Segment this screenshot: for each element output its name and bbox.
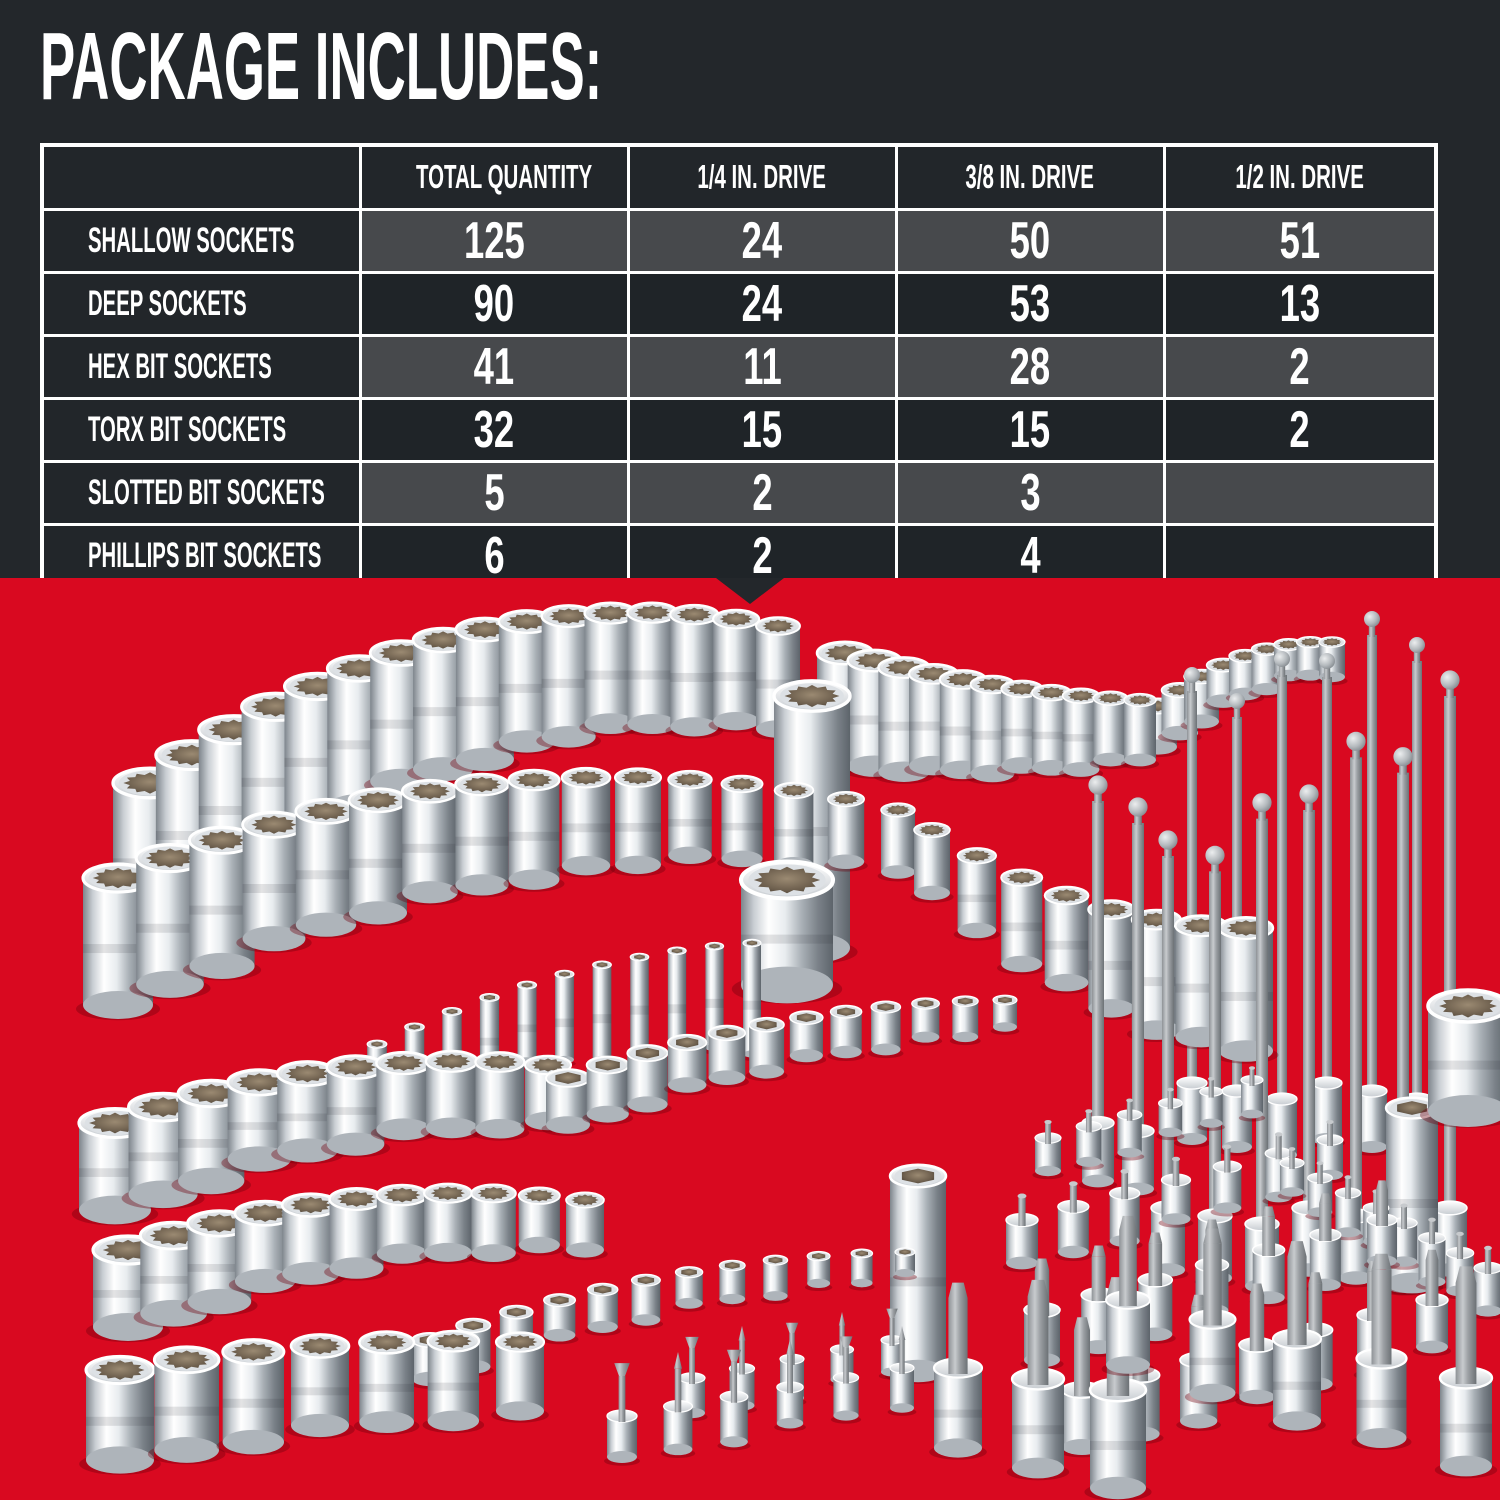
cell-value: 53 <box>1009 274 1051 333</box>
table-row-deep-sockets: DEEP SOCKETS 90 24 53 13 <box>40 270 1438 337</box>
row-label-cell: DEEP SOCKETS <box>40 270 362 337</box>
bit-socket-row <box>604 1325 917 1466</box>
cell-total: 125 <box>358 207 630 274</box>
row-label: SLOTTED BIT SOCKETS <box>88 472 325 512</box>
cell-half: 51 <box>1162 207 1438 274</box>
cell-value: 28 <box>1009 337 1051 396</box>
cell-half: 2 <box>1162 333 1438 400</box>
header-panel: PACKAGE INCLUDES: TOTAL QUANTITY 1/4 IN.… <box>0 0 1500 590</box>
row-label: PHILLIPS BIT SOCKETS <box>88 535 322 575</box>
row-label-cell: SLOTTED BIT SOCKETS <box>40 459 362 526</box>
socket-row <box>541 994 1020 1137</box>
cell-three-eighths: 15 <box>894 396 1166 463</box>
cell-value: 6 <box>483 526 505 585</box>
socket-row <box>811 640 1160 785</box>
col-header-total-quantity: TOTAL QUANTITY <box>358 143 630 211</box>
table-row-torx-bit-sockets: TORX BIT SOCKETS 32 15 15 2 <box>40 396 1438 463</box>
cell-value: 50 <box>1009 211 1051 270</box>
cell-half <box>1162 522 1438 589</box>
corner-cell <box>40 143 362 211</box>
cell-value: 5 <box>483 463 505 522</box>
socket-row <box>76 766 919 1021</box>
cell-value: 11 <box>742 337 782 396</box>
socket-row <box>79 1329 549 1475</box>
bit-socket-row <box>1032 1066 1266 1180</box>
table-row-slotted-bit-sockets: SLOTTED BIT SOCKETS 5 2 3 <box>40 459 1438 526</box>
cell-three-eighths: 28 <box>894 333 1166 400</box>
cell-three-eighths: 53 <box>894 270 1166 337</box>
col-header-label: 3/8 IN. DRIVE <box>965 158 1095 196</box>
package-table: TOTAL QUANTITY 1/4 IN. DRIVE 3/8 IN. DRI… <box>40 143 1438 590</box>
socket <box>1420 988 1500 1128</box>
socket-set-photo <box>71 601 1500 1500</box>
row-label: DEEP SOCKETS <box>88 283 247 323</box>
col-header-quarter-drive: 1/4 IN. DRIVE <box>626 143 898 211</box>
cell-three-eighths: 3 <box>894 459 1166 526</box>
cell-total: 41 <box>358 333 630 400</box>
row-label-cell: TORX BIT SOCKETS <box>40 396 362 463</box>
table-row-hex-bit-sockets: HEX BIT SOCKETS 41 11 28 2 <box>40 333 1438 400</box>
table-header-row: TOTAL QUANTITY 1/4 IN. DRIVE 3/8 IN. DRI… <box>40 143 1438 211</box>
col-header-label: TOTAL QUANTITY <box>415 158 592 196</box>
down-arrow-notch <box>716 578 784 604</box>
cell-total: 6 <box>358 522 630 589</box>
row-label: TORX BIT SOCKETS <box>88 409 287 449</box>
cell-quarter: 24 <box>626 207 898 274</box>
col-header-half-drive: 1/2 IN. DRIVE <box>1162 143 1438 211</box>
cell-value: 41 <box>473 337 515 396</box>
socket-row <box>86 1182 608 1343</box>
cell-value: 3 <box>1019 463 1041 522</box>
cell-quarter: 24 <box>626 270 898 337</box>
cell-value: 90 <box>473 274 515 333</box>
row-label: SHALLOW SOCKETS <box>88 220 295 260</box>
bit-socket-row <box>1101 1215 1498 1479</box>
cell-value: 2 <box>751 526 773 585</box>
row-label-cell: SHALLOW SOCKETS <box>40 207 362 274</box>
cell-value: 24 <box>741 211 783 270</box>
cell-total: 90 <box>358 270 630 337</box>
cell-quarter: 2 <box>626 459 898 526</box>
cell-half: 2 <box>1162 396 1438 463</box>
cell-value: 51 <box>1279 211 1320 270</box>
row-label-cell: PHILLIPS BIT SOCKETS <box>40 522 362 589</box>
cell-half <box>1162 459 1438 526</box>
cell-value: 4 <box>1019 526 1041 585</box>
cell-quarter: 11 <box>626 333 898 400</box>
row-label-cell: HEX BIT SOCKETS <box>40 333 362 400</box>
cell-total: 32 <box>358 396 630 463</box>
cell-value: 2 <box>1289 400 1310 459</box>
col-header-label: 1/4 IN. DRIVE <box>697 158 827 196</box>
product-photo-panel <box>0 578 1500 1500</box>
cell-quarter: 15 <box>626 396 898 463</box>
bit-socket-row <box>929 1277 1152 1500</box>
col-header-label: 1/2 IN. DRIVE <box>1235 158 1364 196</box>
cell-quarter: 2 <box>626 522 898 589</box>
socket-row <box>1135 636 1348 758</box>
row-label: HEX BIT SOCKETS <box>88 346 272 386</box>
cell-value: 125 <box>463 211 525 270</box>
cell-value: 2 <box>751 463 773 522</box>
cell-value: 2 <box>1289 337 1310 396</box>
table-row-shallow-sockets: SHALLOW SOCKETS 125 24 50 51 <box>40 207 1438 274</box>
cell-value: 13 <box>1279 274 1320 333</box>
cell-value: 24 <box>741 274 783 333</box>
cell-total: 5 <box>358 459 630 526</box>
cell-half: 13 <box>1162 270 1438 337</box>
table-row-phillips-bit-sockets: PHILLIPS BIT SOCKETS 6 2 4 <box>40 522 1438 589</box>
cell-three-eighths: 50 <box>894 207 1166 274</box>
page-title: PACKAGE INCLUDES: <box>40 13 603 120</box>
cell-value: 15 <box>1009 400 1051 459</box>
cell-value: 32 <box>473 400 515 459</box>
cell-value: 15 <box>741 400 783 459</box>
col-header-three-eighths-drive: 3/8 IN. DRIVE <box>894 143 1166 211</box>
